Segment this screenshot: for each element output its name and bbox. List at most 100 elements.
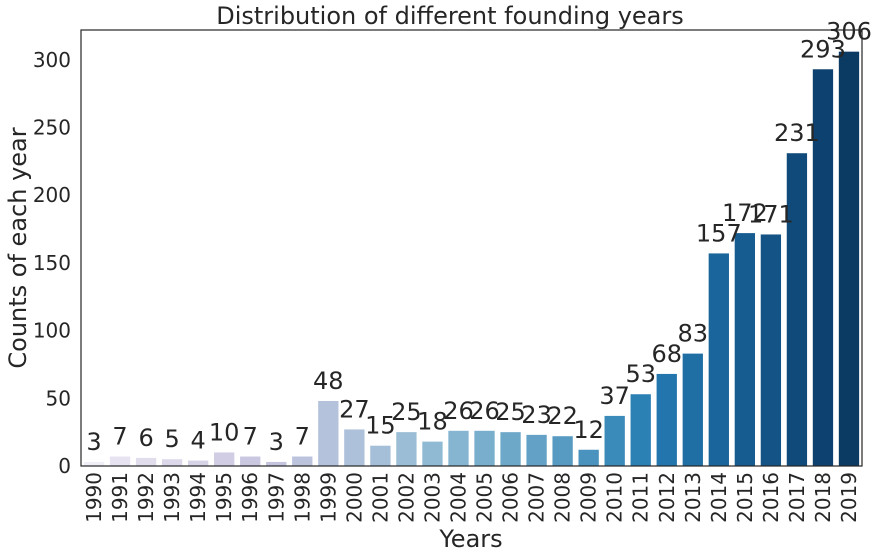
- bar-1995: [214, 452, 235, 466]
- y-axis-label: Counts of each year: [4, 127, 32, 368]
- x-tick-label-1996: 1996: [238, 472, 262, 523]
- x-tick-label-2005: 2005: [473, 472, 497, 523]
- x-tick-label-2013: 2013: [681, 472, 705, 523]
- bar-2015: [734, 233, 756, 466]
- bar-2005: [474, 430, 495, 466]
- x-tick-label-2009: 2009: [577, 472, 601, 523]
- y-tick-label-100: 100: [33, 319, 71, 343]
- data-label-1997: 3: [269, 428, 284, 456]
- bar-2008: [552, 436, 573, 466]
- data-label-1996: 7: [243, 423, 258, 451]
- data-label-2000: 27: [339, 395, 370, 423]
- bar-2004: [448, 430, 469, 466]
- data-label-1991: 7: [112, 423, 127, 451]
- x-tick-label-2016: 2016: [759, 472, 783, 523]
- data-label-2017: 231: [774, 119, 820, 147]
- bar-2012: [656, 373, 677, 466]
- data-label-2009: 12: [573, 416, 604, 444]
- data-label-1995: 10: [209, 418, 240, 446]
- bar-2014: [708, 253, 729, 466]
- y-tick-label-300: 300: [33, 48, 71, 72]
- x-tick-label-2000: 2000: [342, 472, 366, 523]
- x-tick-label-2002: 2002: [394, 472, 418, 523]
- x-tick-label-1990: 1990: [82, 472, 106, 523]
- data-label-2004: 26: [443, 397, 474, 425]
- data-labels-group: 3 7 6 5 4 10 7 3 7482715251826262523221237536883…: [86, 18, 872, 456]
- x-tick-label-2003: 2003: [420, 472, 444, 523]
- data-label-2016: 171: [748, 200, 794, 228]
- data-label-1999: 48: [313, 367, 344, 395]
- bar-1997: [266, 461, 287, 466]
- x-tick-label-1991: 1991: [108, 472, 132, 523]
- x-tick-label-2012: 2012: [655, 472, 679, 523]
- bars-group: [83, 51, 860, 467]
- data-label-2002: 25: [391, 398, 422, 426]
- data-label-2013: 83: [678, 320, 709, 348]
- bar-1992: [135, 457, 157, 466]
- bar-2007: [526, 434, 547, 466]
- data-label-1990: 3: [86, 428, 101, 456]
- bar-2003: [422, 441, 443, 466]
- data-label-1992: 6: [138, 424, 153, 452]
- data-label-2018: 293: [800, 35, 846, 63]
- bar-2009: [578, 449, 599, 466]
- bar-2001: [370, 445, 391, 466]
- x-tick-label-2008: 2008: [551, 472, 575, 523]
- bar-1991: [109, 456, 131, 466]
- data-label-2014: 157: [696, 219, 742, 247]
- x-tick-label-2006: 2006: [499, 472, 523, 523]
- x-tick-label-1998: 1998: [290, 472, 314, 523]
- x-tick-label-1997: 1997: [264, 472, 288, 523]
- data-label-2007: 23: [521, 401, 552, 429]
- x-axis-ticks: 1990 1991 1992 1993 1994 1995 1996 1997 1998 1999…: [82, 472, 861, 523]
- data-label-2001: 15: [365, 412, 396, 440]
- x-axis-label: Years: [438, 525, 502, 553]
- y-tick-label-150: 150: [33, 251, 71, 275]
- y-tick-label-200: 200: [33, 183, 71, 207]
- x-tick-label-1999: 1999: [316, 472, 340, 523]
- data-label-2012: 68: [651, 340, 682, 368]
- bar-1999: [318, 401, 339, 466]
- bar-2002: [396, 432, 417, 466]
- x-tick-label-1994: 1994: [186, 472, 210, 523]
- x-tick-label-2019: 2019: [837, 472, 861, 523]
- bar-2013: [682, 353, 703, 466]
- x-tick-label-2014: 2014: [707, 472, 731, 523]
- x-tick-label-1995: 1995: [212, 472, 236, 523]
- x-tick-label-1993: 1993: [160, 472, 184, 523]
- x-tick-label-2017: 2017: [785, 472, 809, 523]
- data-label-1994: 4: [191, 427, 206, 455]
- bar-1998: [292, 456, 313, 466]
- bar-2000: [344, 429, 365, 466]
- bar-2017: [786, 153, 808, 466]
- data-label-1993: 5: [164, 425, 179, 453]
- bar-2016: [760, 234, 782, 466]
- data-label-2011: 53: [625, 360, 656, 388]
- x-tick-label-1992: 1992: [134, 472, 158, 523]
- data-label-2005: 26: [469, 397, 500, 425]
- x-tick-label-2001: 2001: [368, 472, 392, 523]
- bar-2010: [604, 415, 625, 466]
- data-label-2008: 22: [547, 402, 578, 430]
- data-label-2010: 37: [599, 382, 630, 410]
- y-tick-label-50: 50: [46, 386, 71, 410]
- x-tick-label-2015: 2015: [733, 472, 757, 523]
- plot-frame: [80, 29, 863, 467]
- y-tick-label-250: 250: [33, 115, 71, 139]
- x-tick-label-2018: 2018: [811, 472, 835, 523]
- bar-1996: [240, 456, 261, 466]
- x-tick-label-2011: 2011: [629, 472, 653, 523]
- y-tick-label-0: 0: [58, 454, 71, 478]
- x-tick-label-2010: 2010: [603, 472, 627, 523]
- data-label-1998: 7: [295, 423, 310, 451]
- bar-1993: [161, 459, 183, 466]
- bar-1990: [83, 461, 105, 466]
- x-tick-label-2007: 2007: [525, 472, 549, 523]
- y-axis-ticks: 0 50 100 150 200 250 300: [33, 48, 71, 478]
- bar-2011: [630, 394, 651, 466]
- bar-2006: [500, 432, 521, 466]
- bar-2019: [838, 51, 860, 466]
- data-label-2015: 172: [722, 199, 768, 227]
- bar-1994: [188, 460, 209, 466]
